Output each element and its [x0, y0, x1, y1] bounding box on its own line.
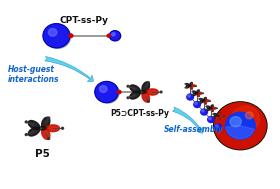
- Ellipse shape: [211, 105, 213, 108]
- Circle shape: [209, 117, 211, 120]
- Text: P5: P5: [35, 149, 50, 159]
- Ellipse shape: [190, 86, 192, 89]
- Ellipse shape: [190, 83, 192, 86]
- Circle shape: [117, 90, 121, 94]
- Circle shape: [214, 102, 267, 150]
- Circle shape: [25, 121, 27, 123]
- Ellipse shape: [39, 126, 46, 130]
- Circle shape: [160, 91, 162, 93]
- Ellipse shape: [219, 115, 223, 117]
- Circle shape: [195, 102, 197, 105]
- Circle shape: [188, 95, 190, 97]
- Ellipse shape: [207, 108, 210, 111]
- Circle shape: [112, 33, 115, 36]
- Circle shape: [213, 117, 214, 118]
- Circle shape: [230, 117, 241, 127]
- Ellipse shape: [142, 92, 150, 102]
- Ellipse shape: [196, 93, 198, 94]
- Circle shape: [206, 106, 207, 107]
- Ellipse shape: [212, 107, 216, 109]
- Ellipse shape: [217, 115, 219, 116]
- Circle shape: [208, 116, 214, 122]
- Circle shape: [216, 125, 218, 127]
- Circle shape: [48, 117, 50, 119]
- Circle shape: [199, 102, 200, 103]
- Circle shape: [201, 109, 207, 115]
- Text: Host-guest
interactions: Host-guest interactions: [8, 65, 59, 84]
- Ellipse shape: [197, 93, 199, 96]
- Ellipse shape: [130, 91, 140, 99]
- Ellipse shape: [46, 125, 60, 132]
- Ellipse shape: [211, 108, 213, 112]
- Ellipse shape: [197, 90, 199, 93]
- Circle shape: [202, 110, 204, 112]
- Circle shape: [148, 101, 149, 102]
- Ellipse shape: [200, 98, 203, 101]
- Ellipse shape: [186, 84, 189, 86]
- Circle shape: [246, 112, 253, 119]
- Ellipse shape: [130, 85, 140, 93]
- Circle shape: [100, 86, 107, 92]
- Ellipse shape: [214, 115, 217, 118]
- Ellipse shape: [210, 108, 212, 109]
- Ellipse shape: [214, 114, 217, 116]
- Ellipse shape: [193, 91, 196, 94]
- Circle shape: [192, 91, 193, 92]
- Circle shape: [194, 101, 200, 108]
- Circle shape: [127, 97, 129, 99]
- Ellipse shape: [142, 82, 150, 92]
- Ellipse shape: [218, 116, 220, 119]
- Circle shape: [223, 115, 224, 116]
- Circle shape: [48, 29, 57, 36]
- Ellipse shape: [146, 89, 158, 95]
- Ellipse shape: [204, 98, 206, 101]
- Circle shape: [127, 85, 129, 87]
- Circle shape: [43, 24, 70, 48]
- Circle shape: [96, 83, 119, 103]
- Ellipse shape: [28, 121, 40, 129]
- Circle shape: [109, 31, 120, 41]
- Ellipse shape: [140, 90, 146, 94]
- Circle shape: [95, 81, 118, 102]
- Circle shape: [110, 31, 121, 41]
- Circle shape: [215, 103, 266, 149]
- Circle shape: [187, 94, 193, 100]
- Circle shape: [62, 127, 64, 129]
- Text: P5⊃CPT-ss-Py: P5⊃CPT-ss-Py: [111, 109, 169, 118]
- Ellipse shape: [218, 113, 220, 116]
- Ellipse shape: [193, 93, 196, 95]
- Wedge shape: [226, 126, 254, 139]
- Ellipse shape: [207, 106, 210, 108]
- Ellipse shape: [204, 101, 206, 104]
- Ellipse shape: [203, 100, 205, 101]
- Ellipse shape: [186, 85, 189, 88]
- Ellipse shape: [42, 117, 50, 129]
- Text: CPT-ss-Py: CPT-ss-Py: [60, 16, 109, 25]
- Circle shape: [231, 106, 260, 132]
- Circle shape: [45, 25, 71, 48]
- Circle shape: [225, 112, 255, 139]
- Ellipse shape: [28, 127, 40, 136]
- Ellipse shape: [189, 85, 191, 86]
- Circle shape: [148, 82, 149, 84]
- Circle shape: [25, 134, 27, 136]
- Circle shape: [215, 124, 221, 130]
- Ellipse shape: [205, 100, 209, 102]
- Ellipse shape: [42, 128, 50, 139]
- Circle shape: [185, 87, 186, 88]
- Circle shape: [48, 138, 50, 139]
- Ellipse shape: [191, 85, 195, 87]
- Text: Self-assembly: Self-assembly: [164, 125, 224, 134]
- Circle shape: [107, 34, 111, 37]
- Ellipse shape: [200, 100, 203, 103]
- Circle shape: [69, 34, 73, 37]
- Ellipse shape: [198, 92, 202, 94]
